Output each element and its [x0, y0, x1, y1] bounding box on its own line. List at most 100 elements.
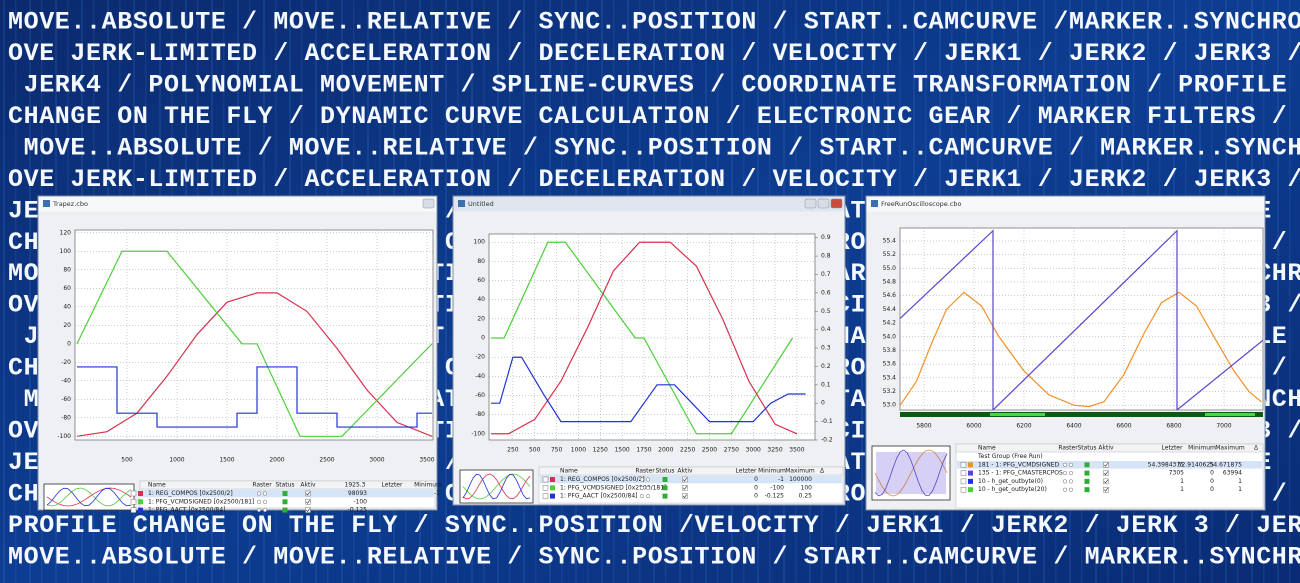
row-color	[550, 477, 555, 482]
raster-option[interactable]	[640, 485, 645, 490]
y-tick-label: 53.6	[883, 361, 897, 368]
column-header: Name	[560, 468, 578, 475]
row-color	[138, 491, 143, 496]
active-checkbox[interactable]	[1103, 462, 1109, 468]
raster-option[interactable]	[646, 494, 651, 499]
raster-option[interactable]	[1068, 487, 1073, 492]
raster-option[interactable]	[257, 508, 262, 513]
data-line	[900, 229, 1263, 410]
windows: Trapez.cbo120100806040200-20-40-60-80-10…	[37, 195, 1266, 514]
app-window: FreeRunOscilloscope.cbo 55.4 55.2 55.0 54.8 5…	[865, 195, 1266, 511]
raster-option[interactable]	[263, 491, 268, 496]
row-checkbox[interactable]	[130, 499, 137, 505]
active-checkbox[interactable]	[305, 507, 311, 513]
raster-option[interactable]	[263, 499, 268, 504]
active-checkbox[interactable]	[305, 499, 311, 505]
active-checkbox[interactable]	[682, 493, 688, 499]
y-tick-label: -80	[61, 414, 71, 421]
data-line	[491, 356, 806, 423]
active-checkbox[interactable]	[682, 485, 688, 491]
column-header: Name	[148, 482, 166, 489]
x-tick-label: 1000	[571, 447, 586, 454]
raster-option[interactable]	[263, 508, 268, 513]
active-checkbox[interactable]	[305, 490, 311, 497]
raster-option[interactable]	[646, 477, 651, 482]
row-value: 54.3984375	[1148, 461, 1184, 468]
active-checkbox[interactable]	[1103, 470, 1109, 476]
row-value: 54.671875	[1210, 461, 1243, 468]
banner-line: OVE JERK-LIMITED / ACCELERATION / DECELE…	[8, 39, 1300, 68]
raster-option[interactable]	[1062, 471, 1067, 476]
raster-option[interactable]	[1062, 479, 1067, 484]
y-tick-label: 53.4	[883, 374, 897, 381]
x-tick-label: 2500	[319, 457, 334, 464]
row-checkbox[interactable]	[542, 485, 549, 491]
column-header: Letzter	[382, 482, 403, 489]
row-value: 63994	[1223, 470, 1242, 477]
y-tick-label: -40	[475, 373, 485, 380]
y-tick-label: 40	[63, 303, 71, 310]
thumbnail-trace	[46, 487, 132, 507]
row-checkbox[interactable]	[130, 490, 137, 497]
row-value: 0	[754, 493, 758, 500]
raster-option[interactable]	[257, 499, 262, 504]
raster-option[interactable]	[640, 477, 645, 482]
raster-option[interactable]	[646, 485, 651, 490]
row-checkbox[interactable]	[542, 476, 549, 483]
window-icon	[458, 200, 465, 207]
data-line	[76, 250, 433, 437]
x-tick-label: 500	[529, 447, 541, 454]
y-tick-label: -60	[61, 396, 71, 403]
y2-tick-label: -0.1	[821, 418, 833, 425]
window-button[interactable]	[817, 198, 830, 209]
column-header: Maximum	[1215, 445, 1245, 452]
active-check	[305, 491, 311, 496]
raster-option[interactable]	[1068, 462, 1073, 467]
data-line	[77, 366, 432, 428]
active-checkbox[interactable]	[1103, 478, 1109, 485]
y-tick-label: 54.6	[883, 292, 897, 299]
column-header: Letzter	[736, 468, 757, 475]
x-tick-label: 1500	[614, 447, 629, 454]
row-checkbox[interactable]	[542, 493, 549, 499]
raster-option[interactable]	[1062, 462, 1067, 467]
y-tick-label: 20	[477, 315, 485, 322]
row-color	[138, 499, 143, 505]
status-indicator	[662, 485, 668, 491]
raster-option[interactable]	[257, 491, 262, 496]
close-button[interactable]	[830, 198, 843, 209]
app-window: Trapez.cbo 120 100 80 60 40 20 0 -20 -40 -60 -80 -10…	[37, 195, 442, 514]
y-tick-label: 0	[481, 335, 485, 342]
row-name: 1: PFG_AACT [0x2500/84]	[148, 507, 225, 514]
raster-option[interactable]	[1068, 479, 1073, 484]
row-value: -0.125	[348, 507, 368, 514]
table-header-bg	[538, 466, 844, 476]
raster-option[interactable]	[640, 494, 645, 499]
row-checkbox[interactable]	[960, 487, 967, 493]
row-value: 0	[1210, 486, 1214, 493]
column-header: Letzter	[1162, 445, 1183, 452]
active-checkbox[interactable]	[682, 476, 688, 483]
raster-option[interactable]	[1062, 487, 1067, 492]
column-header: 1925.3	[345, 482, 366, 489]
row-color	[550, 485, 555, 491]
window-button[interactable]	[804, 198, 817, 209]
row-checkbox[interactable]	[960, 470, 967, 476]
close-button[interactable]	[422, 198, 435, 209]
y-tick-label: -40	[61, 377, 71, 384]
y2-tick-label: 0.1	[821, 381, 831, 388]
row-value: 0	[1210, 470, 1214, 477]
x-tick-label: 6400	[1066, 423, 1081, 430]
row-checkbox[interactable]	[960, 462, 967, 468]
x-tick-label: 2000	[269, 457, 284, 464]
active-check	[1103, 487, 1109, 492]
y-tick-label: 120	[60, 229, 72, 236]
raster-option[interactable]	[1068, 471, 1073, 476]
active-checkbox[interactable]	[1103, 487, 1109, 493]
row-checkbox[interactable]	[960, 478, 967, 485]
row-checkbox[interactable]	[130, 507, 137, 513]
y-tick-label: 55.2	[883, 251, 897, 258]
window-icon	[871, 200, 878, 207]
y-tick-label: 0	[67, 340, 71, 347]
x-tick-label: 750	[551, 447, 563, 454]
